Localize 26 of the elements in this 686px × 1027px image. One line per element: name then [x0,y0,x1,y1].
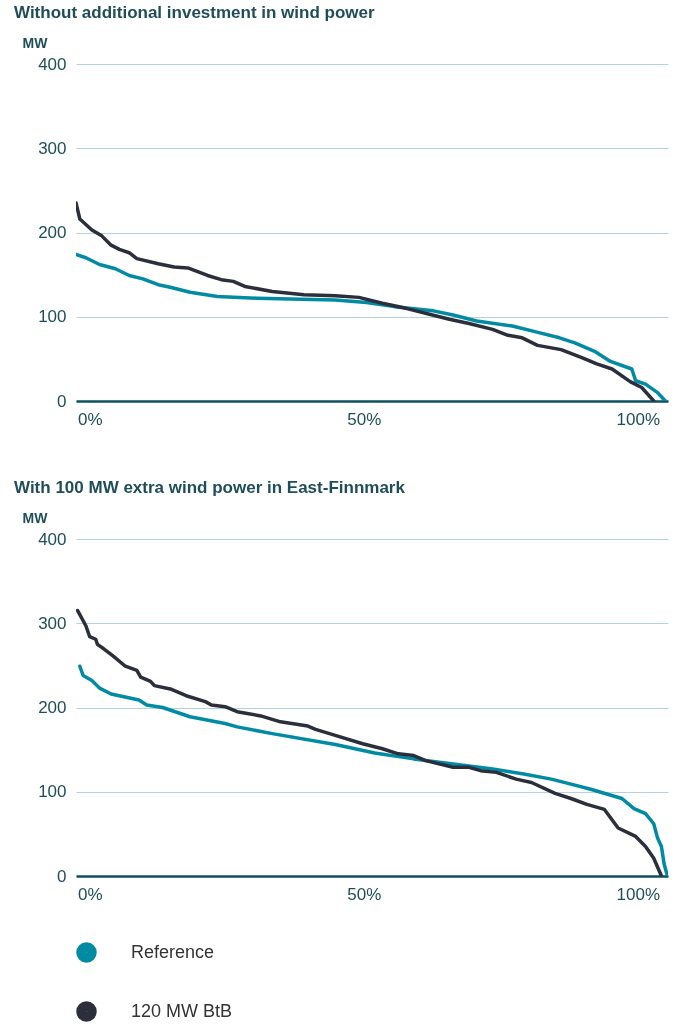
y-tick-label: 0 [57,866,67,886]
y-tick-label: 100 [38,307,67,327]
line-series [76,608,664,876]
y-axis-title: MW [22,509,49,526]
y-tick-label: 200 [38,223,67,242]
line-series [76,252,668,401]
y-tick-label: 300 [38,613,67,633]
x-tick-label: 0% [77,884,103,904]
line-series [78,664,668,876]
x-tick-label: 50% [347,409,382,429]
chart-title: Without additional investment in wind power [14,3,375,22]
x-tick-label: 0% [77,409,103,429]
legend-label: Reference [131,941,215,962]
legend-label: 120 MW BtB [131,1000,233,1021]
chart-title: With 100 MW extra wind power in East-Finnmark [14,478,406,497]
y-tick-label: 200 [38,698,67,717]
x-tick-label: 100% [616,409,661,429]
y-tick-label: 400 [38,529,67,549]
x-tick-label: 50% [347,884,382,904]
y-tick-label: 300 [38,138,67,158]
y-tick-label: 100 [38,782,67,802]
y-tick-label: 400 [38,54,67,74]
line-series [76,201,656,401]
y-axis-title: MW [22,34,49,51]
y-tick-label: 0 [57,391,67,411]
x-tick-label: 100% [616,884,661,904]
